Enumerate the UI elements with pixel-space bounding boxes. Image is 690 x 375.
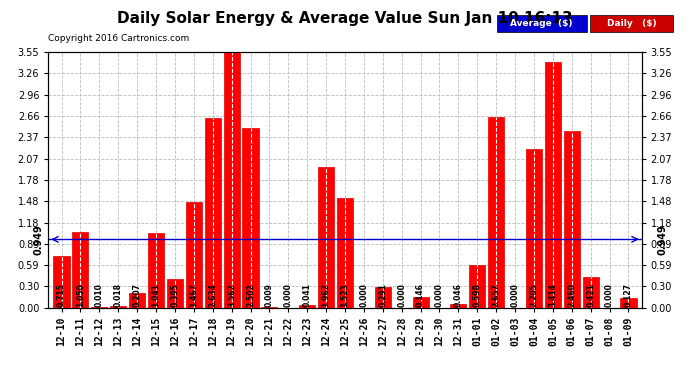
Bar	[91, 307, 108, 308]
Text: 1.050: 1.050	[76, 284, 85, 307]
Bar	[318, 166, 334, 308]
Text: 0.421: 0.421	[586, 283, 595, 307]
Bar	[564, 131, 580, 308]
Bar	[545, 62, 561, 308]
Bar	[526, 149, 542, 308]
Text: 0.146: 0.146	[416, 283, 425, 307]
Bar	[582, 277, 599, 308]
Bar	[72, 232, 88, 308]
Text: 0.046: 0.046	[454, 283, 463, 307]
Text: Daily   ($): Daily ($)	[607, 19, 656, 28]
Text: Average  ($): Average ($)	[511, 19, 573, 28]
Bar	[129, 292, 145, 308]
Bar	[186, 202, 202, 308]
Bar	[262, 307, 277, 308]
Text: 0.041: 0.041	[303, 283, 312, 307]
Text: 0.000: 0.000	[605, 283, 614, 307]
Text: 1.962: 1.962	[322, 283, 331, 307]
Text: 0.949: 0.949	[34, 224, 44, 255]
Bar	[110, 306, 126, 308]
Text: 0.009: 0.009	[265, 283, 274, 307]
Text: 0.715: 0.715	[57, 283, 66, 307]
Text: 2.205: 2.205	[529, 284, 538, 307]
Text: 3.414: 3.414	[549, 283, 558, 307]
Bar	[205, 118, 221, 308]
Text: Copyright 2016 Cartronics.com: Copyright 2016 Cartronics.com	[48, 34, 190, 43]
Bar	[148, 233, 164, 308]
Bar	[413, 297, 428, 307]
Text: 0.018: 0.018	[114, 283, 123, 307]
Text: 0.000: 0.000	[511, 283, 520, 307]
Text: 0.010: 0.010	[95, 283, 103, 307]
Bar	[469, 264, 485, 308]
Bar	[167, 279, 183, 308]
Text: 0.207: 0.207	[132, 283, 141, 307]
Text: 2.502: 2.502	[246, 284, 255, 307]
Text: 2.634: 2.634	[208, 283, 217, 307]
Text: 0.598: 0.598	[473, 283, 482, 307]
Text: 3.562: 3.562	[227, 284, 236, 307]
Bar	[337, 198, 353, 308]
Bar	[242, 128, 259, 308]
Text: Daily Solar Energy & Average Value Sun Jan 10 16:13: Daily Solar Energy & Average Value Sun J…	[117, 11, 573, 26]
Text: 1.467: 1.467	[189, 283, 198, 307]
Bar	[620, 298, 636, 307]
Bar	[451, 304, 466, 307]
Bar	[299, 304, 315, 307]
Bar	[224, 52, 239, 308]
Text: 1.041: 1.041	[152, 283, 161, 307]
Text: 0.000: 0.000	[359, 283, 368, 307]
Text: 0.291: 0.291	[378, 283, 387, 307]
Text: 1.523: 1.523	[340, 284, 350, 307]
Text: 0.000: 0.000	[397, 283, 406, 307]
Text: 0.127: 0.127	[624, 283, 633, 307]
Text: 2.657: 2.657	[492, 283, 501, 307]
Text: 0.949: 0.949	[658, 224, 667, 255]
Bar	[375, 286, 391, 308]
Text: 2.460: 2.460	[567, 283, 576, 307]
Text: 0.000: 0.000	[284, 283, 293, 307]
Bar	[54, 256, 70, 307]
Text: 0.000: 0.000	[435, 283, 444, 307]
Text: 0.395: 0.395	[170, 284, 179, 307]
Bar	[488, 117, 504, 308]
